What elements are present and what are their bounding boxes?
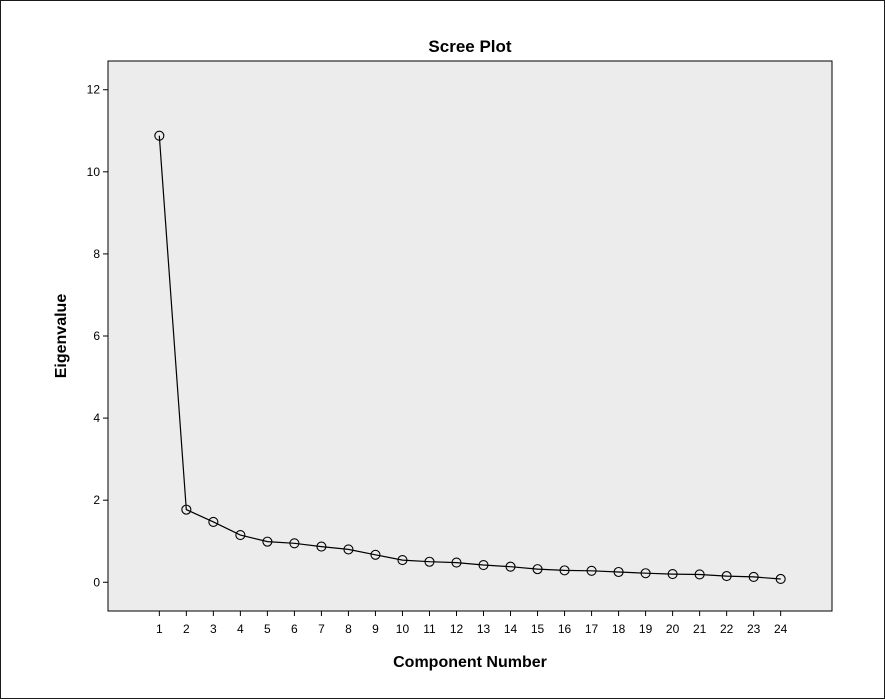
x-tick-label: 19	[639, 622, 653, 636]
x-tick-label: 7	[318, 622, 325, 636]
data-point-9	[370, 549, 381, 560]
data-point-2	[181, 504, 192, 515]
y-axis-title: Eigenvalue	[53, 294, 70, 379]
data-point-10	[397, 555, 408, 566]
y-tick-label: 10	[87, 165, 101, 179]
x-tick-label: 8	[345, 622, 352, 636]
x-tick-label: 10	[396, 622, 410, 636]
data-point-15	[532, 564, 543, 575]
data-point-20	[667, 569, 678, 580]
data-point-22	[721, 571, 732, 582]
y-tick-label: 4	[93, 411, 100, 425]
data-point-4	[235, 530, 246, 541]
data-point-3	[208, 516, 219, 527]
data-point-12	[451, 557, 462, 568]
y-tick-label: 12	[87, 83, 101, 97]
y-tick-label: 6	[93, 329, 100, 343]
y-axis-ticks: 0 2 4 6 8 10 12	[87, 83, 108, 589]
data-point-14	[505, 561, 516, 572]
data-points	[154, 130, 786, 585]
data-point-19	[640, 568, 651, 579]
x-axis-title: Component Number	[393, 654, 547, 671]
x-tick-label: 5	[264, 622, 271, 636]
chart-title: Scree Plot	[428, 37, 511, 56]
x-tick-label: 21	[693, 622, 707, 636]
x-tick-label: 15	[531, 622, 545, 636]
data-point-1	[154, 130, 165, 141]
x-tick-label: 14	[504, 622, 518, 636]
y-tick-label: 8	[93, 247, 100, 261]
data-point-6	[289, 538, 300, 549]
x-tick-label: 22	[720, 622, 734, 636]
x-tick-label: 12	[450, 622, 464, 636]
x-tick-label: 13	[477, 622, 491, 636]
x-tick-label: 9	[372, 622, 379, 636]
data-point-17	[586, 565, 597, 576]
data-point-7	[316, 541, 327, 552]
y-tick-label: 2	[93, 493, 100, 507]
data-point-5	[262, 536, 273, 547]
data-point-16	[559, 565, 570, 576]
x-tick-label: 6	[291, 622, 298, 636]
x-tick-label: 3	[210, 622, 217, 636]
data-point-8	[343, 544, 354, 555]
x-tick-label: 23	[747, 622, 761, 636]
data-point-13	[478, 559, 489, 571]
data-point-18	[613, 566, 624, 578]
x-tick-label: 2	[183, 622, 190, 636]
data-point-24	[775, 573, 786, 585]
data-point-21	[694, 569, 705, 580]
y-tick-label: 0	[93, 575, 100, 589]
x-tick-label: 16	[558, 622, 572, 636]
x-tick-label: 11	[423, 622, 436, 636]
x-tick-label: 24	[774, 622, 788, 636]
x-tick-label: 4	[237, 622, 244, 636]
x-tick-label: 1	[156, 622, 163, 636]
x-tick-label: 17	[585, 622, 599, 636]
data-point-23	[748, 571, 759, 582]
x-tick-label: 20	[666, 622, 680, 636]
data-point-11	[424, 556, 435, 567]
x-tick-label: 18	[612, 622, 626, 636]
plot-area	[107, 60, 833, 612]
x-axis-ticks: 1 2 3 4 5 6 7 8 9 10 11 12 13 14 15 16 17 18 19 20 21 22 23 24	[156, 611, 788, 636]
